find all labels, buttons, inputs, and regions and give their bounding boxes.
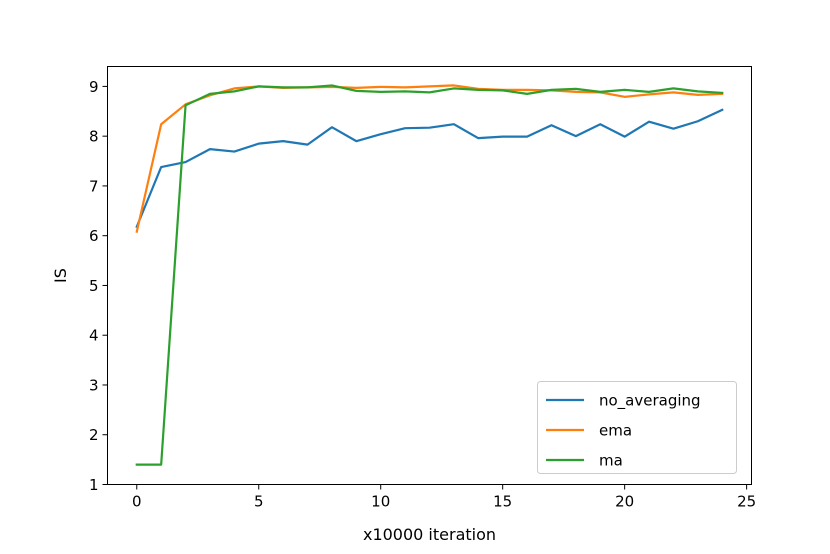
x-tick-label: 15 bbox=[493, 493, 512, 511]
y-tick-label: 1 bbox=[89, 476, 99, 494]
y-tick-label: 4 bbox=[89, 327, 99, 345]
x-tick-label: 20 bbox=[615, 493, 634, 511]
legend-box bbox=[537, 381, 737, 474]
y-tick-label: 9 bbox=[89, 78, 99, 96]
y-tick-label: 5 bbox=[89, 277, 99, 295]
y-tick-label: 6 bbox=[89, 227, 99, 245]
y-tick-label: 7 bbox=[89, 177, 99, 195]
y-axis: 1 2 3 4 5 6 7 8 9 bbox=[89, 78, 108, 494]
y-axis-label: IS bbox=[51, 268, 70, 283]
series-layer bbox=[135, 84, 724, 466]
series-line-ma bbox=[135, 84, 724, 466]
legend-label-no-averaging: no_averaging bbox=[599, 392, 701, 411]
y-tick-label: 3 bbox=[89, 376, 99, 394]
x-axis: 0 5 10 15 20 25 bbox=[132, 484, 756, 511]
x-tick-label: 25 bbox=[737, 493, 756, 511]
series-line-ema bbox=[135, 84, 724, 234]
legend-label-ma: ma bbox=[599, 452, 623, 470]
x-tick-label: 10 bbox=[371, 493, 390, 511]
y-tick-label: 8 bbox=[89, 128, 99, 146]
plot-frame bbox=[107, 66, 752, 485]
x-tick-label: 5 bbox=[254, 493, 264, 511]
x-tick-label: 0 bbox=[132, 493, 142, 511]
legend-label-ema: ema bbox=[599, 422, 632, 440]
y-tick-label: 2 bbox=[89, 426, 99, 444]
x-axis-label: x10000 iteration bbox=[363, 525, 496, 544]
series-line-no-averaging bbox=[135, 108, 724, 229]
